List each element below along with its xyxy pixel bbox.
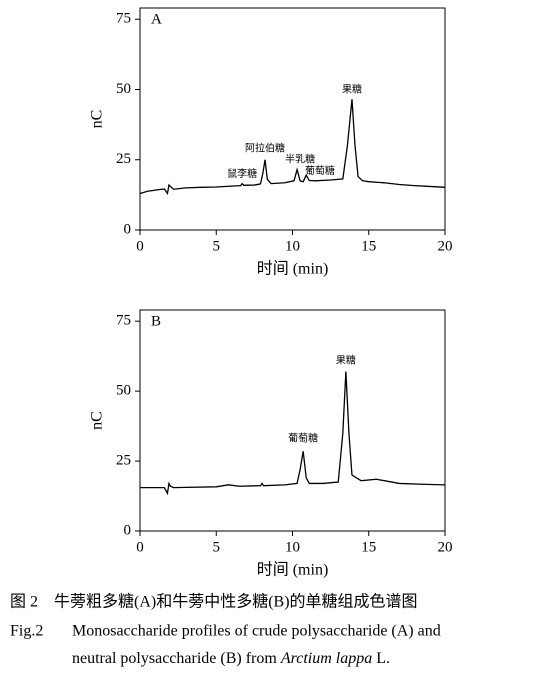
caption-text: L.: [376, 650, 390, 667]
x-tick-label: 20: [438, 238, 453, 254]
peak-label: 果糖: [342, 82, 362, 95]
y-axis-label: nC: [89, 110, 106, 129]
caption-species: Arctium lappa: [280, 650, 372, 667]
caption-label: Fig.2: [10, 623, 43, 640]
x-tick-label: 0: [136, 238, 144, 254]
x-tick-label: 0: [136, 539, 144, 555]
x-tick-label: 10: [285, 238, 300, 254]
y-tick-label: 0: [124, 522, 132, 538]
y-tick-label: 75: [116, 313, 131, 329]
plot-frame: [139, 7, 446, 231]
y-tick-label: 50: [116, 383, 131, 399]
x-tick-label: 10: [285, 539, 300, 555]
chromatogram-line: [140, 371, 446, 496]
x-tick-label: 5: [213, 238, 221, 254]
x-axis-label: 时间 (min): [257, 260, 329, 278]
plot-frame: [139, 309, 446, 532]
x-tick-label: 15: [361, 539, 376, 555]
y-tick-label: 75: [116, 11, 131, 27]
peak-label: 果糖: [336, 353, 356, 366]
x-tick-label: 5: [213, 539, 221, 555]
x-axis-label: 时间 (min): [257, 561, 329, 579]
panel-label: A: [151, 11, 162, 27]
caption-line2: neutral polysaccharide (B) from Arctium …: [72, 650, 390, 667]
peak-label: 葡萄糖: [288, 432, 318, 445]
peak-label: 葡萄糖: [305, 164, 335, 177]
peak-label: 阿拉伯糖: [245, 142, 285, 155]
panel-label: B: [151, 313, 161, 329]
y-tick-label: 50: [116, 81, 131, 97]
x-tick-label: 15: [361, 238, 376, 254]
y-tick-label: 0: [124, 221, 132, 237]
caption-text: neutral polysaccharide (B) from: [72, 650, 277, 667]
chromatogram-line: [139, 99, 446, 196]
peak-label: 半乳糖: [285, 153, 315, 166]
caption-line1: Monosaccharide profiles of crude polysac…: [72, 623, 441, 640]
x-tick-label: 20: [438, 539, 453, 555]
peak-label: 鼠李糖: [227, 167, 257, 180]
y-axis-label: nC: [89, 411, 106, 430]
caption-cn: 图 2 牛蒡粗多糖(A)和牛蒡中性多糖(B)的单糖组成色谱图: [10, 593, 418, 611]
y-tick-label: 25: [116, 151, 131, 167]
y-tick-label: 25: [116, 453, 131, 469]
